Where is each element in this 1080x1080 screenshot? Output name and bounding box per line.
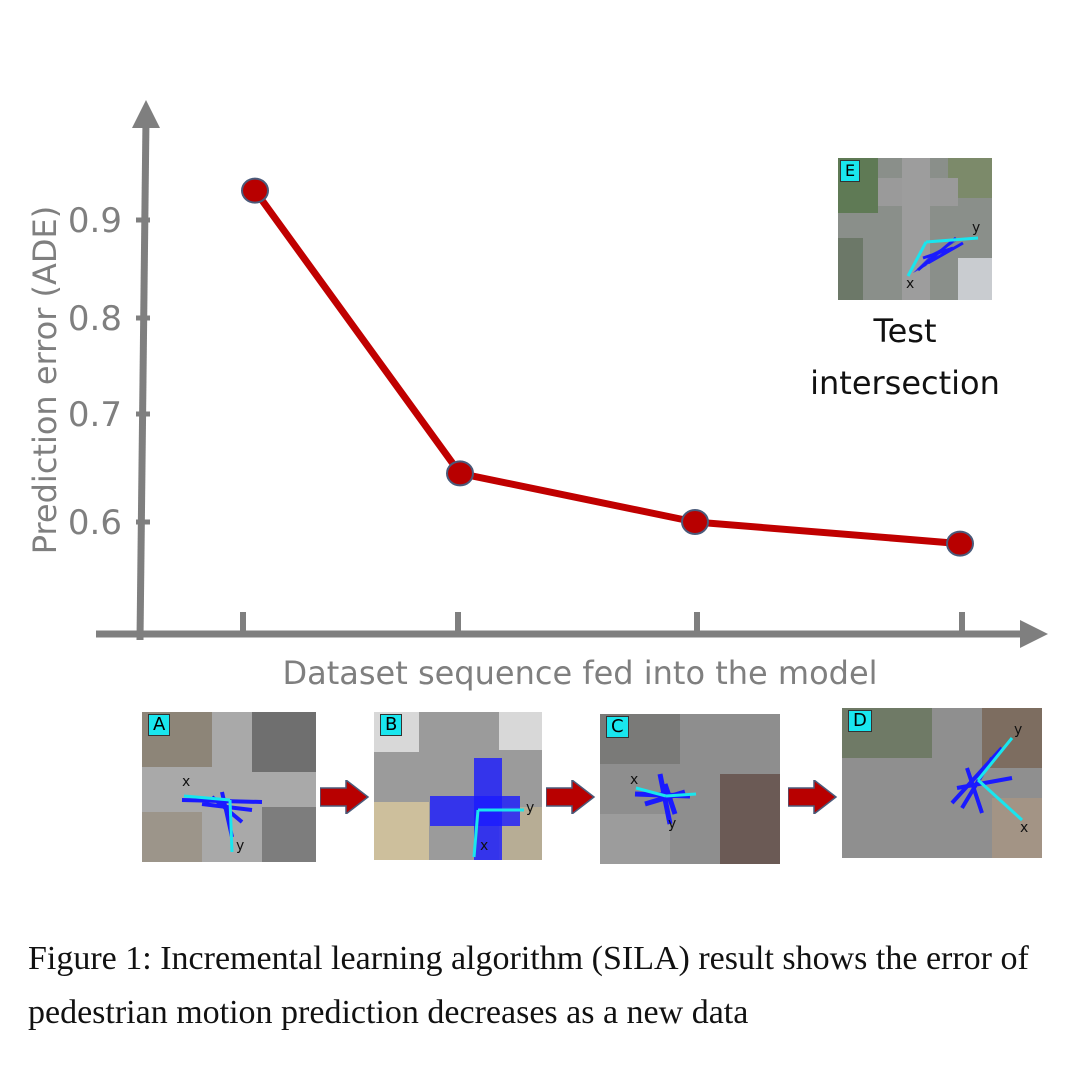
image-tag: D (848, 710, 872, 732)
dataset-image-d: D y x (842, 708, 1042, 858)
y-tick-label: 0.9 (68, 201, 122, 241)
axis-label-x: x (182, 774, 191, 790)
image-tag: E (840, 160, 861, 182)
aerial-map-icon (142, 712, 316, 862)
test-intersection-label: Test intersection (810, 312, 1000, 402)
y-tick-label: 0.8 (68, 299, 122, 339)
y-axis-label: Prediction error (ADE) (26, 206, 64, 555)
image-tag: B (380, 714, 403, 736)
aerial-map-icon (838, 158, 992, 300)
image-tag: A (148, 714, 171, 736)
axis-label-x: x (480, 838, 489, 854)
data-point (446, 460, 474, 487)
error-chart: Prediction error (ADE) Dataset sequence … (26, 100, 1048, 692)
image-tag: C (606, 716, 629, 738)
axis-label-x: x (906, 276, 915, 292)
data-point (946, 530, 974, 557)
axis-label-y: y (1014, 722, 1023, 738)
axis-label-x: x (630, 772, 639, 788)
sequence-arrow-icon (546, 780, 596, 814)
axis-label-y: y (668, 816, 677, 832)
x-axis-label: Dataset sequence fed into the model (282, 654, 877, 692)
error-series-line (252, 188, 961, 548)
dataset-image-c: C x y (600, 714, 780, 864)
axis-label-y: y (972, 220, 981, 236)
data-point (241, 177, 269, 204)
axis-label-y: y (236, 838, 245, 854)
aerial-map-icon (842, 708, 1042, 858)
y-axis-arrowhead (132, 100, 160, 128)
aerial-map-icon (374, 712, 542, 860)
axis-label-x: x (1020, 820, 1029, 836)
dataset-image-a: A x y (142, 712, 316, 862)
sequence-arrow-icon (320, 780, 370, 814)
figure-caption: Figure 1: Incremental learning algorithm… (28, 940, 1029, 1031)
dataset-image-b: B y x (374, 712, 542, 860)
y-axis (136, 117, 150, 641)
data-point (681, 509, 709, 535)
axis-label-y: y (526, 800, 535, 816)
test-intersection-image: E y x (838, 158, 992, 300)
x-axis-arrowhead (1020, 620, 1048, 648)
y-tick-label: 0.6 (68, 503, 122, 543)
sequence-arrow-icon (788, 780, 838, 814)
y-tick-label: 0.7 (68, 395, 122, 435)
